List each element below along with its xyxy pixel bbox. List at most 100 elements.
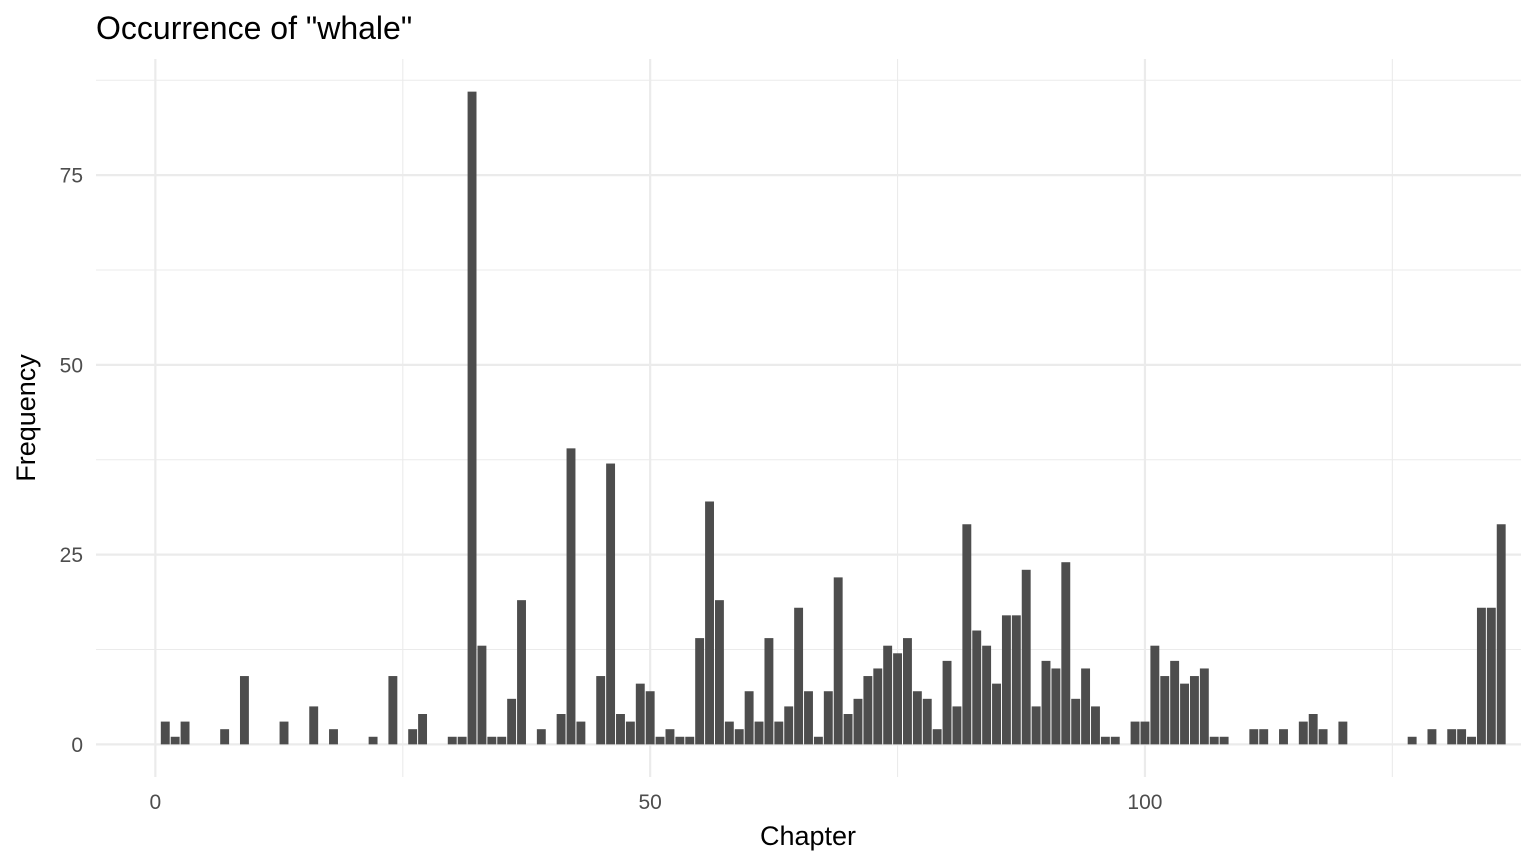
y-tick-label: 0	[71, 734, 83, 757]
bar	[1318, 729, 1328, 745]
bar	[714, 600, 724, 745]
x-tick-label: 100	[1127, 791, 1162, 814]
bar	[616, 714, 625, 745]
x-tick-label: 50	[638, 791, 661, 814]
bar	[932, 729, 942, 745]
bar	[1298, 721, 1308, 745]
bar	[576, 721, 586, 745]
bar	[279, 721, 289, 745]
bar	[309, 706, 319, 745]
bar	[833, 577, 843, 745]
bar	[724, 721, 734, 745]
bar	[497, 736, 507, 745]
bar	[863, 676, 873, 745]
bar	[1199, 668, 1209, 745]
bar	[1170, 660, 1180, 745]
bar	[1160, 676, 1170, 745]
y-tick-label: 75	[60, 165, 83, 188]
bar	[1467, 736, 1476, 745]
bar	[388, 676, 398, 745]
major-gridlines	[96, 59, 1521, 777]
bar	[883, 645, 893, 745]
bar	[536, 729, 546, 745]
bar	[418, 714, 428, 745]
bar	[843, 714, 853, 745]
bar	[1338, 721, 1348, 745]
bar	[1031, 706, 1041, 745]
bar	[1061, 562, 1071, 745]
bar	[467, 91, 477, 745]
y-tick-label: 50	[60, 354, 83, 377]
bar	[1041, 660, 1051, 745]
bar	[1071, 698, 1081, 745]
bar	[784, 706, 794, 745]
bar	[596, 676, 606, 745]
bar	[556, 714, 566, 745]
bar	[1021, 569, 1031, 745]
bar	[1457, 729, 1467, 745]
bar	[368, 736, 378, 745]
bar	[1110, 736, 1120, 745]
bar	[903, 638, 912, 745]
x-tick-label: 0	[150, 791, 162, 814]
bar	[804, 691, 813, 745]
bar	[922, 698, 932, 745]
bar	[487, 736, 497, 745]
bar	[823, 691, 833, 745]
bar	[734, 729, 744, 745]
bar	[952, 706, 962, 745]
chart-title: Occurrence of "whale"	[96, 10, 412, 46]
bar	[774, 721, 784, 745]
bar	[665, 729, 675, 745]
bar	[1219, 736, 1229, 745]
bar	[239, 676, 249, 745]
bar	[625, 721, 635, 745]
bar	[1476, 607, 1486, 745]
bar	[1308, 714, 1318, 745]
bar	[1100, 736, 1110, 745]
bar	[1447, 729, 1457, 745]
bar	[1209, 736, 1219, 745]
bar	[1150, 645, 1160, 745]
bar	[635, 683, 645, 745]
bar	[566, 448, 576, 745]
bar	[685, 736, 695, 745]
bar	[813, 736, 823, 745]
bar	[992, 683, 1001, 745]
bar	[1486, 607, 1496, 745]
bar	[1496, 524, 1506, 745]
bar	[655, 736, 665, 745]
bar	[853, 698, 863, 745]
x-axis-title: Chapter	[760, 821, 856, 851]
bar	[764, 638, 774, 745]
bar	[1130, 721, 1140, 745]
bar	[1001, 615, 1011, 745]
bar	[1140, 721, 1150, 745]
y-tick-labels: 0 25 50 75	[60, 165, 83, 757]
bar	[170, 736, 180, 745]
bar	[1051, 668, 1061, 745]
bar	[675, 736, 685, 745]
bar	[705, 501, 714, 745]
bar	[507, 698, 517, 745]
bar	[794, 607, 804, 745]
bar	[912, 691, 922, 745]
minor-gridlines	[96, 59, 1521, 777]
bar	[1189, 676, 1199, 745]
bar	[1081, 668, 1091, 745]
bars	[160, 91, 1506, 745]
bar	[962, 524, 972, 745]
bar	[1091, 706, 1100, 745]
bar	[517, 600, 526, 745]
bar	[1427, 729, 1437, 745]
bar	[1407, 736, 1417, 745]
bar	[606, 463, 616, 745]
bar	[457, 736, 467, 745]
y-axis-title: Frequency	[11, 354, 41, 482]
bar	[754, 721, 764, 745]
bar	[477, 645, 487, 745]
bar	[447, 736, 457, 745]
bar	[329, 729, 338, 745]
y-tick-label: 25	[60, 544, 83, 567]
